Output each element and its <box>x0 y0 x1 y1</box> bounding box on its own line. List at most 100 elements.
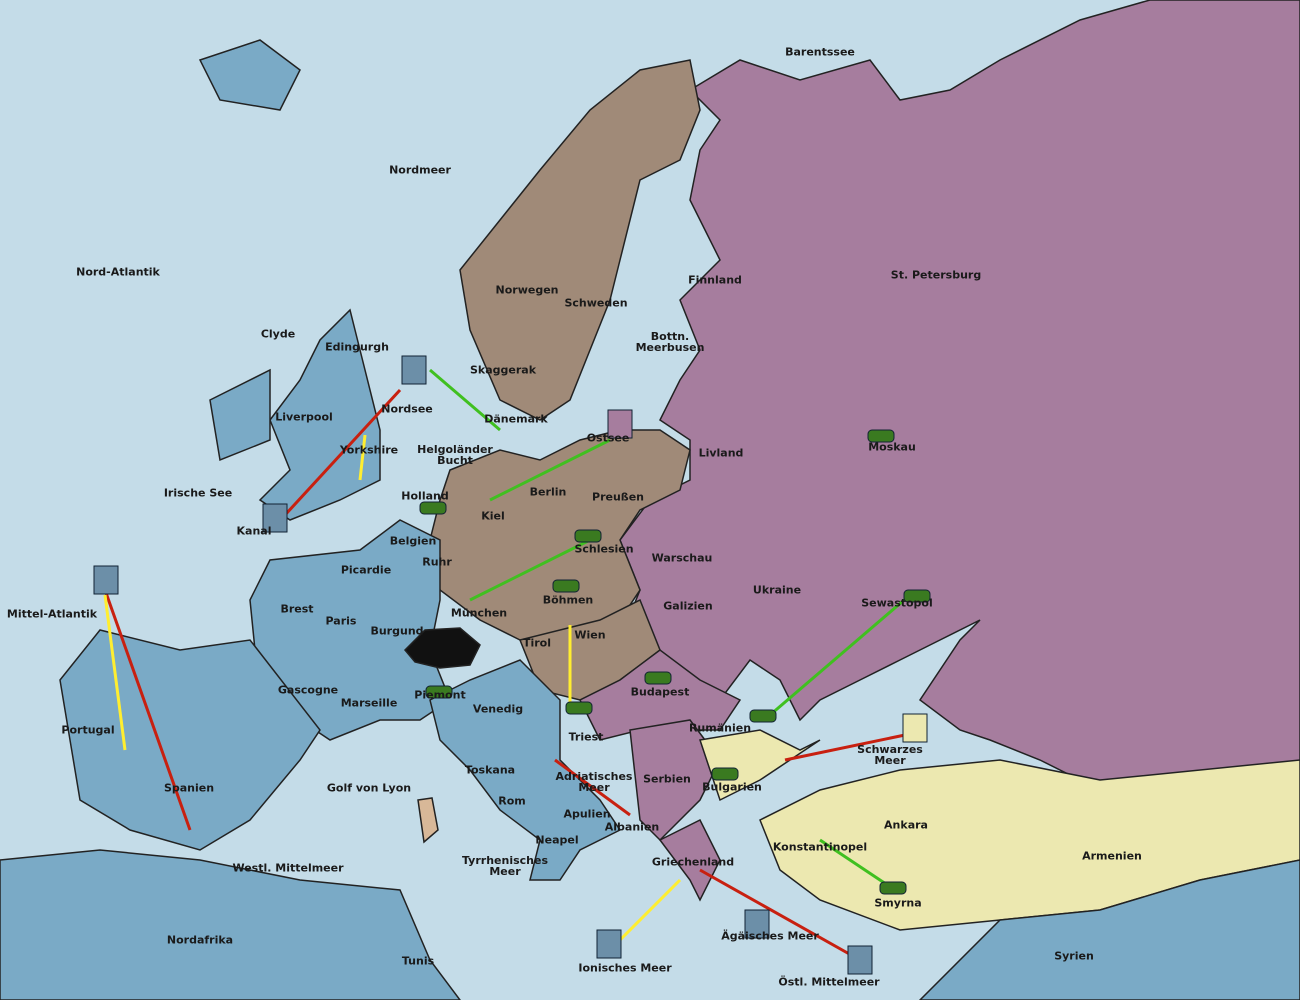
region-label: Wien <box>574 628 606 642</box>
region-label: Burgund <box>370 624 424 638</box>
region-label: Armenien <box>1082 849 1142 863</box>
region-label: Rom <box>498 794 526 808</box>
convoy-arrow <box>429 368 501 432</box>
region-label: Galizien <box>663 599 713 613</box>
hungary-area <box>578 649 742 741</box>
region-label: Adriatisches Meer <box>555 770 633 794</box>
region-label: Ankara <box>884 818 928 832</box>
region-label: Moskau <box>868 440 916 454</box>
region-label: Liverpool <box>275 410 333 424</box>
fleets <box>93 355 928 975</box>
army <box>565 701 593 715</box>
region-label: Helgoländer Bucht <box>417 443 493 467</box>
north-africa <box>0 849 461 1000</box>
syria <box>918 859 1300 1000</box>
region-label: Tirol <box>522 636 552 650</box>
region-label: Picardie <box>340 563 392 577</box>
region-label: Ostsee <box>586 431 630 445</box>
army <box>574 529 602 543</box>
region-label: Nordsee <box>381 402 433 416</box>
army <box>425 685 453 699</box>
support-arrow <box>358 434 367 481</box>
region-label: St. Petersburg <box>890 268 982 282</box>
fleet <box>744 909 770 939</box>
region-label: Piemont <box>414 688 466 702</box>
region-label: Ionisches Meer <box>578 961 672 975</box>
army <box>903 589 931 603</box>
russia <box>618 0 1300 791</box>
region-label: Östl. Mittelmeer <box>778 975 880 989</box>
region-label: München <box>450 606 508 620</box>
region-label: Ägäisches Meer <box>721 929 819 943</box>
region-label: Dänemark <box>484 412 548 426</box>
region-label: Apulien <box>563 807 611 821</box>
region-label: Golf von Lyon <box>326 781 412 795</box>
region-label: Gascogne <box>277 683 339 697</box>
ireland <box>209 368 271 462</box>
region-label: Spanien <box>163 781 215 795</box>
region-label: Griechenland <box>651 855 735 869</box>
move-arrow <box>103 589 192 831</box>
bulgaria <box>699 729 821 802</box>
fleet <box>401 355 427 385</box>
region-label: Berlin <box>529 485 567 499</box>
army <box>867 429 895 443</box>
army <box>711 767 739 781</box>
region-label: Syrien <box>1054 949 1094 963</box>
region-label: Livland <box>698 446 744 460</box>
region-label: Rumänien <box>688 721 752 735</box>
region-label: Finnland <box>688 273 742 287</box>
orders <box>103 368 911 962</box>
region-label: Nordmeer <box>389 163 451 177</box>
region-label: Brest <box>280 602 314 616</box>
fleet <box>93 565 119 595</box>
region-label: Bottn. Meerbusen <box>635 330 705 354</box>
region-label: Marseille <box>340 696 398 710</box>
region-label: Mittel-Atlantik <box>6 607 98 621</box>
region-label: Albanien <box>604 820 660 834</box>
scandinavia <box>459 59 701 421</box>
region-label: Konstantinopel <box>772 840 868 854</box>
fleet <box>847 945 873 975</box>
switzerland <box>403 627 481 669</box>
britain <box>258 308 381 521</box>
region-label: Warschau <box>651 551 713 565</box>
greece <box>658 818 721 902</box>
region-label: Kanal <box>236 524 272 538</box>
region-label: Norwegen <box>495 283 559 297</box>
region-label: Clyde <box>260 327 296 341</box>
corsica <box>417 797 439 844</box>
region-label: Bulgarien <box>702 780 762 794</box>
region-label: Triest <box>568 730 604 744</box>
support-arrow <box>618 878 682 942</box>
fleet <box>262 503 288 533</box>
region-label: Paris <box>325 614 357 628</box>
region-label: Ruhr <box>422 555 452 569</box>
region-label: Belgien <box>389 534 437 548</box>
iberia <box>59 629 321 851</box>
move-arrow <box>784 733 906 762</box>
region-label: Barentssee <box>785 45 855 59</box>
region-label: Edingurgh <box>325 340 389 354</box>
support-arrow <box>819 838 896 892</box>
army <box>419 501 447 515</box>
region-label: Yorkshire <box>339 443 399 457</box>
region-label: Böhmen <box>542 593 594 607</box>
army <box>644 671 672 685</box>
fleet <box>596 929 622 959</box>
army <box>879 881 907 895</box>
fleet <box>607 409 633 439</box>
region-label: Tunis <box>401 954 435 968</box>
region-label: Schwarzes Meer <box>857 743 923 767</box>
region-label: Preußen <box>592 490 644 504</box>
region-label: Nordafrika <box>166 933 234 947</box>
region-label: Budapest <box>630 685 690 699</box>
region-label: Holland <box>401 489 449 503</box>
support-arrow <box>769 593 911 717</box>
region-label: Kiel <box>481 509 505 523</box>
region-label: Neapel <box>535 833 579 847</box>
region-label: Ukraine <box>752 583 802 597</box>
